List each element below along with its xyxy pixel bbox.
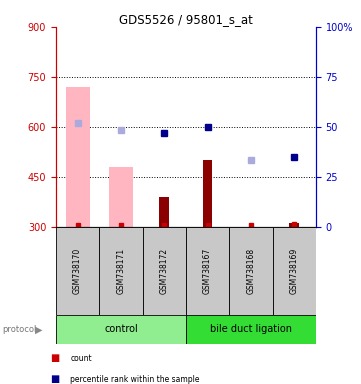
Text: ■: ■	[51, 353, 60, 363]
Text: GSM738169: GSM738169	[290, 248, 299, 294]
Text: protocol: protocol	[2, 325, 36, 334]
Bar	[143, 227, 186, 315]
Bar	[109, 167, 133, 227]
Text: GSM738170: GSM738170	[73, 248, 82, 294]
Text: GSM738168: GSM738168	[247, 248, 255, 294]
Text: percentile rank within the sample: percentile rank within the sample	[70, 375, 200, 384]
Title: GDS5526 / 95801_s_at: GDS5526 / 95801_s_at	[119, 13, 253, 26]
Text: GSM738171: GSM738171	[117, 248, 125, 294]
Bar	[229, 227, 273, 315]
Bar	[56, 315, 186, 344]
Bar	[160, 197, 169, 227]
Bar	[273, 227, 316, 315]
Bar	[186, 315, 316, 344]
Text: ■: ■	[51, 374, 60, 384]
Bar	[290, 223, 299, 227]
Text: count: count	[70, 354, 92, 362]
Bar	[66, 87, 90, 227]
Text: GSM738167: GSM738167	[203, 248, 212, 294]
Text: bile duct ligation: bile duct ligation	[210, 324, 292, 334]
Text: ▶: ▶	[35, 324, 43, 334]
Bar	[203, 160, 212, 227]
Text: GSM738172: GSM738172	[160, 248, 169, 294]
Bar	[186, 227, 229, 315]
Text: control: control	[104, 324, 138, 334]
Bar	[99, 227, 143, 315]
Bar	[56, 227, 99, 315]
